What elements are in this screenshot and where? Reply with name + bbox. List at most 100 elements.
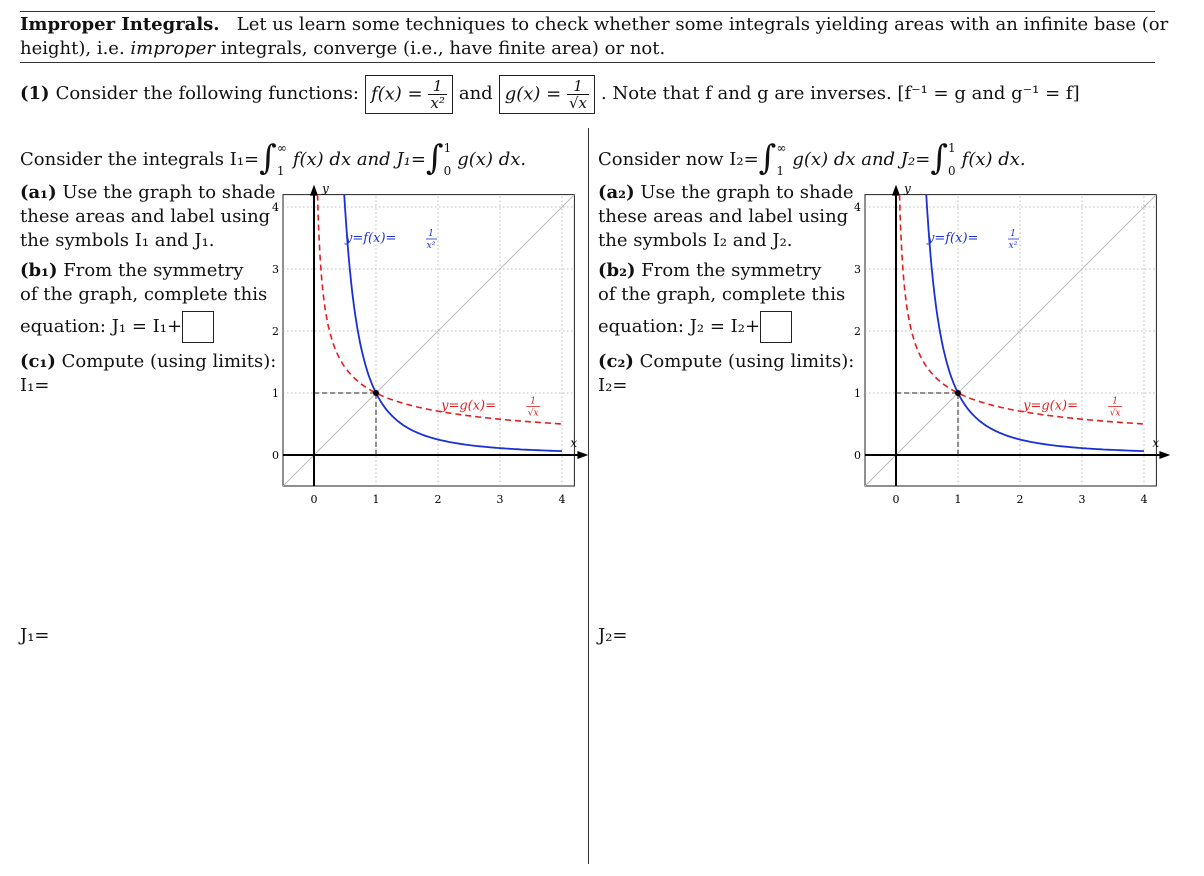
series-g-label: y=g(x)= xyxy=(1022,398,1078,413)
part-label: (c₂) xyxy=(598,351,634,372)
x-tick-label: 3 xyxy=(497,493,504,505)
g-fraction: 1 √x xyxy=(566,78,590,112)
x-tick-label: 0 xyxy=(311,493,318,505)
part-text: the symbols I₂ and J₂. xyxy=(598,230,793,251)
series-g-label-num: 1 xyxy=(530,396,536,406)
integral-limits-1: ∞ 1 xyxy=(277,142,287,178)
series-f-label: y=f(x)= xyxy=(344,231,396,246)
y-axis-arrow xyxy=(310,185,318,196)
series-g-label-den: √x xyxy=(1110,407,1121,418)
part-a2: (a₂) Use the graph to shade these areas … xyxy=(598,181,854,253)
f-lhs: f(x) = xyxy=(370,83,423,104)
f-denominator: x² xyxy=(430,93,445,112)
y-tick-label: 0 xyxy=(272,449,279,462)
part-text: these areas and label using xyxy=(20,206,271,227)
part-b1: (b₁) From the symmetry of the graph, com… xyxy=(20,259,267,343)
f-definition-box: f(x) = 1 x² xyxy=(364,74,453,114)
lower-limit: 0 xyxy=(948,164,956,178)
x-tick-label: 1 xyxy=(373,493,380,505)
series-g-curve xyxy=(316,194,563,425)
part-text: From the symmetry xyxy=(57,260,244,281)
part-text: of the graph, complete this xyxy=(20,284,268,305)
x-tick-label: 4 xyxy=(1141,493,1148,505)
intro-text-1: Let us learn some techniques to check wh… xyxy=(236,14,1169,35)
series-f-label-den: x² xyxy=(1009,241,1018,251)
series-g-label-num: 1 xyxy=(1112,396,1118,406)
part-label: (b₁) xyxy=(20,260,58,281)
x-tick-label: 1 xyxy=(955,493,962,505)
series-f-curve xyxy=(925,194,1145,452)
x-axis-arrow xyxy=(577,451,588,459)
series-identity-line xyxy=(282,194,575,487)
part-b2: (b₂) From the symmetry of the graph, com… xyxy=(598,259,845,343)
x-axis-label: x xyxy=(1152,436,1159,450)
i2-answer-label: I₂= xyxy=(598,375,628,396)
part-label: (b₂) xyxy=(598,260,636,281)
part-text: equation: J₂ = I₂+ xyxy=(598,316,761,337)
intro-text-2a: height), i.e. xyxy=(20,38,131,59)
part-text: Compute (using limits): xyxy=(633,351,855,372)
upper-limit: ∞ xyxy=(776,141,787,155)
part-text: these areas and label using xyxy=(598,206,849,227)
y-tick-label: 4 xyxy=(854,201,861,214)
part-label: (a₂) xyxy=(598,182,635,203)
left-intro: Consider the integrals I₁= xyxy=(20,149,260,170)
integral-limits-1: ∞ 1 xyxy=(776,142,786,178)
series-identity-line xyxy=(864,194,1157,487)
upper-limit: ∞ xyxy=(276,141,287,155)
integral-body-2: f(x) dx. xyxy=(961,149,1026,170)
top-rule xyxy=(20,11,1155,12)
section-title: Improper Integrals. xyxy=(20,14,220,35)
y-tick-label: 4 xyxy=(272,201,279,214)
upper-limit: 1 xyxy=(443,141,452,155)
f-fraction: 1 x² xyxy=(428,78,447,112)
column-divider xyxy=(588,128,589,864)
x-tick-label: 0 xyxy=(893,493,900,505)
and-word: and xyxy=(458,83,493,104)
right-intro: Consider now I₂= xyxy=(598,149,759,170)
y-tick-label: 3 xyxy=(272,263,279,276)
part-text: Compute (using limits): xyxy=(55,351,277,372)
g-numerator: 1 xyxy=(566,78,590,95)
upper-limit: 1 xyxy=(948,141,956,155)
j1-answer-label: J₁= xyxy=(20,625,50,646)
intersection-point xyxy=(955,390,961,396)
lower-limit: 1 xyxy=(276,164,285,178)
inverse-note: . Note that f and g are inverses. [f⁻¹ =… xyxy=(601,83,1080,104)
integral-body-2: g(x) dx. xyxy=(457,149,527,170)
answer-box-b1[interactable] xyxy=(182,311,215,343)
y-tick-label: 3 xyxy=(854,263,861,276)
intro-line-2: height), i.e. improper integrals, conver… xyxy=(20,37,665,61)
g-definition-box: g(x) = 1 √x xyxy=(498,74,596,114)
y-tick-label: 2 xyxy=(854,325,861,338)
part-label: (a₁) xyxy=(20,182,57,203)
g-denominator: √x xyxy=(568,93,588,112)
part-text: the symbols I₁ and J₁. xyxy=(20,230,215,251)
part-text: From the symmetry xyxy=(635,260,822,281)
y-tick-label: 2 xyxy=(272,325,279,338)
series-g-curve xyxy=(898,194,1145,425)
lower-limit: 1 xyxy=(776,164,785,178)
y-axis-label: y xyxy=(903,185,911,196)
integral-sign-2: ∫ xyxy=(930,138,949,178)
f-numerator: 1 xyxy=(428,78,447,95)
integral-body-1: g(x) dx and J₂= xyxy=(792,149,931,170)
part-c1: (c₁) Compute (using limits): I₁= xyxy=(20,350,276,398)
intro-line-1: Improper Integrals. Let us learn some te… xyxy=(20,13,1168,37)
g-lhs: g(x) = xyxy=(504,83,562,104)
problem-label: (1) xyxy=(20,83,50,104)
answer-box-b2[interactable] xyxy=(760,311,793,343)
series-f-label-den: x² xyxy=(427,241,436,251)
series-f-label-num: 1 xyxy=(1010,229,1016,239)
intro-text-2b: integrals, converge (i.e., have finite a… xyxy=(214,38,666,59)
header-rule xyxy=(20,62,1155,63)
x-tick-label: 2 xyxy=(435,493,442,505)
lower-limit: 0 xyxy=(443,164,452,178)
series-g-label: y=g(x)= xyxy=(440,398,496,413)
part-c2: (c₂) Compute (using limits): I₂= xyxy=(598,350,854,398)
left-integrals-line: Consider the integrals I₁= ∫ ∞ 1 f(x) dx … xyxy=(20,141,527,178)
series-f-label: y=f(x)= xyxy=(926,231,978,246)
